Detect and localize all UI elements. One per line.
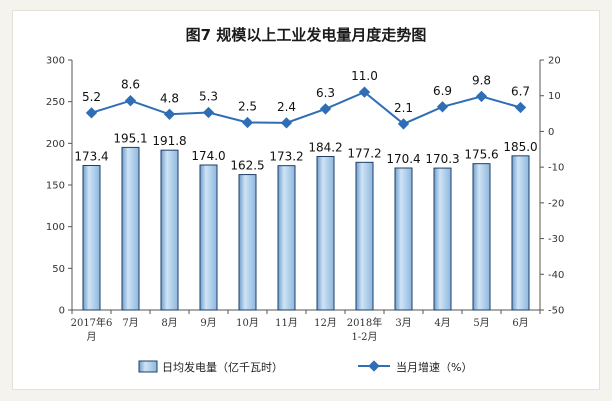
bar-data-label: 191.8: [152, 134, 186, 148]
bar-data-label: 170.4: [386, 152, 420, 166]
bar: [277, 165, 296, 311]
line-point: [475, 90, 488, 103]
x-tick-label: 5月: [473, 317, 489, 329]
x-tick-label: 6月: [512, 317, 528, 329]
line-data-label: 2.4: [277, 100, 296, 114]
line-data-label: 6.3: [316, 86, 335, 100]
line-point: [163, 108, 176, 120]
chart-title: 图7 规模以上工业发电量月度走势图: [186, 26, 427, 44]
legend-line-marker: [368, 360, 380, 372]
bar-data-label: 173.2: [269, 150, 303, 164]
legend-line-label: 当月增速（%）: [396, 360, 472, 374]
x-tick-label: 月: [87, 331, 97, 343]
x-tick-label: 1-2月: [351, 331, 377, 343]
line-data-label: 11.0: [351, 69, 378, 83]
bar: [160, 149, 179, 311]
x-tick-label: 9月: [200, 317, 216, 329]
legend-bar-swatch: [138, 360, 158, 373]
bar-series: 173.4 195.1 191.8 174.0 162.5 173.2 184.2 177.2…: [74, 131, 538, 311]
bar: [433, 167, 452, 311]
line-point: [514, 101, 527, 114]
left-tick-label: 300: [46, 56, 65, 67]
right-tick-label: -50: [548, 306, 564, 317]
line-point: [280, 117, 293, 129]
line-series: 5.2 8.6 4.8 5.3 2.5 2.4 6.3 11.0 2.1 6.9 9.8 6.7: [82, 69, 530, 130]
line-data-label: 2.5: [238, 100, 257, 114]
chart-frame: [12, 10, 600, 390]
left-tick-label: 50: [52, 264, 65, 275]
bar-data-label: 175.6: [464, 148, 498, 162]
left-tick-label: 150: [46, 181, 65, 192]
bar: [199, 164, 218, 311]
bar-data-label: 174.0: [191, 149, 225, 163]
bar: [472, 163, 491, 311]
bar-data-label: 162.5: [230, 159, 264, 173]
bar-data-label: 177.2: [347, 146, 381, 160]
bar-data-label: 185.0: [503, 140, 537, 154]
left-tick-label: 100: [46, 222, 65, 233]
bar: [121, 146, 140, 311]
left-tick-label: 0: [59, 306, 65, 317]
x-tick-label: 2018年: [347, 316, 382, 329]
bar-data-label: 170.3: [425, 152, 459, 166]
line-point: [319, 103, 332, 115]
bar: [511, 155, 530, 311]
x-tick-label: 7月: [122, 317, 138, 329]
bar: [238, 174, 257, 311]
x-tick-label: 8月: [161, 317, 177, 329]
line-data-label: 5.3: [199, 90, 218, 104]
right-tick-label: 10: [548, 91, 561, 102]
bar: [316, 156, 335, 311]
x-tick-label: 4月: [434, 317, 450, 329]
x-tick-label: 3月: [395, 317, 411, 329]
x-tick-label: 12月: [314, 317, 337, 329]
bar-data-label: 184.2: [308, 141, 342, 155]
line-data-label: 9.8: [472, 73, 491, 87]
left-tick-label: 200: [46, 139, 65, 150]
right-tick-label: 20: [548, 56, 561, 67]
line-point: [436, 101, 449, 113]
line-point: [202, 106, 215, 119]
axes: 0 50 100 150 200 250 300 -50 -40 -30 -20 -10 0 10 20: [46, 56, 564, 317]
bar-data-label: 173.4: [74, 150, 108, 164]
line-data-label: 2.1: [394, 101, 413, 115]
x-tick-label: 10月: [236, 317, 259, 329]
x-tick-label: 11月: [275, 317, 298, 329]
bar: [394, 167, 413, 311]
x-tick-label: 2017年6: [71, 316, 113, 329]
x-tick-labels: 2017年6 月 7月 8月 9月 10月 11月 12月 2018年 1-2月 3月 4月 5月 6月: [71, 316, 529, 343]
line-point: [124, 95, 137, 107]
line-data-label: 8.6: [121, 78, 140, 92]
line-point: [241, 116, 254, 129]
bar-data-label: 195.1: [113, 131, 147, 145]
right-tick-label: 0: [548, 127, 554, 138]
bar: [355, 161, 374, 311]
bar: [82, 165, 101, 311]
line-path: [91, 90, 521, 126]
left-tick-label: 250: [46, 97, 65, 108]
legend: 日均发电量（亿千瓦时） 当月增速（%）: [138, 360, 472, 374]
right-tick-label: -30: [548, 234, 564, 245]
right-tick-label: -20: [548, 198, 564, 209]
right-tick-label: -10: [548, 163, 564, 174]
line-data-label: 5.2: [82, 90, 101, 104]
line-data-label: 4.8: [160, 91, 179, 105]
line-point: [85, 107, 98, 119]
legend-bar-label: 日均发电量（亿千瓦时）: [162, 360, 283, 374]
right-tick-label: -40: [548, 270, 564, 281]
line-data-label: 6.7: [511, 85, 530, 99]
line-data-label: 6.9: [433, 84, 452, 98]
